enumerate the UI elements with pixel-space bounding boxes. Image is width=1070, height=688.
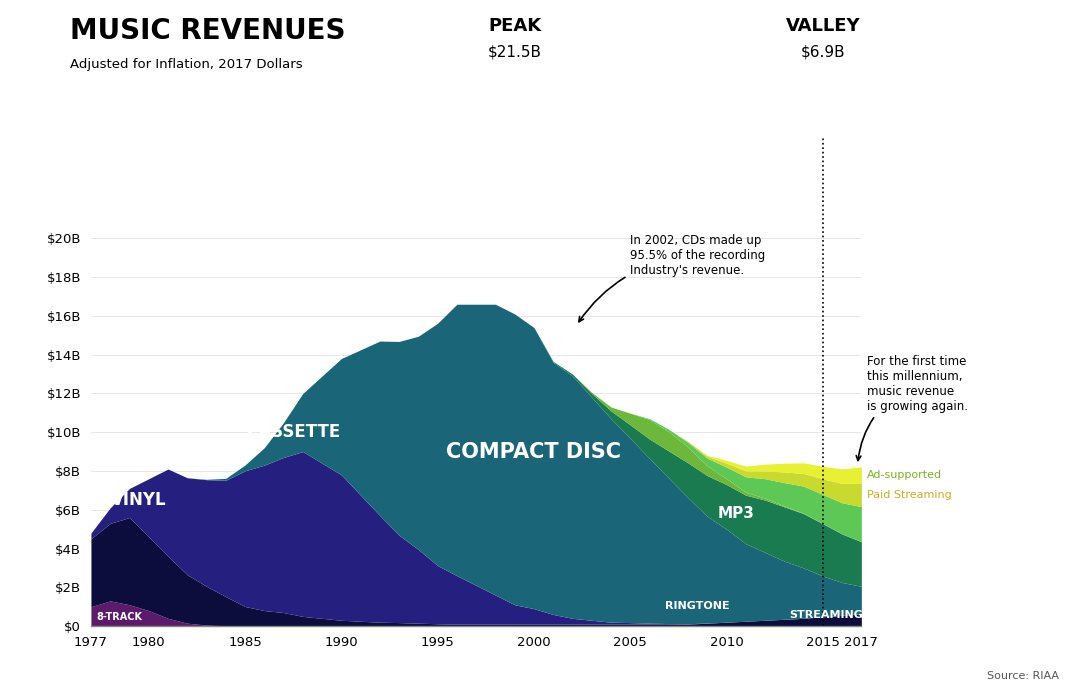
Text: COMPACT DISC: COMPACT DISC [446,442,622,462]
Text: Adjusted for Inflation, 2017 Dollars: Adjusted for Inflation, 2017 Dollars [70,58,302,72]
Text: VALLEY: VALLEY [785,17,860,35]
Text: Paid Streaming: Paid Streaming [867,490,952,500]
Text: $21.5B: $21.5B [488,45,541,60]
Text: MUSIC REVENUES: MUSIC REVENUES [70,17,345,45]
Text: RINGTONE: RINGTONE [666,601,730,611]
Text: MP3: MP3 [718,506,754,521]
Text: In 2002, CDs made up
95.5% of the recording
Industry's revenue.: In 2002, CDs made up 95.5% of the record… [579,234,765,322]
Text: VINYL: VINYL [111,491,167,509]
Text: For the first time
this millennium,
music revenue
is growing again.: For the first time this millennium, musi… [856,355,968,460]
Text: PEAK: PEAK [488,17,541,35]
Text: Source: RIAA: Source: RIAA [988,671,1059,681]
Text: CASSETTE: CASSETTE [246,423,340,441]
Text: Ad-supported: Ad-supported [867,470,943,480]
Text: 8-TRACK: 8-TRACK [96,612,142,623]
Text: $6.9B: $6.9B [800,45,845,60]
Text: STREAMING: STREAMING [790,610,863,621]
